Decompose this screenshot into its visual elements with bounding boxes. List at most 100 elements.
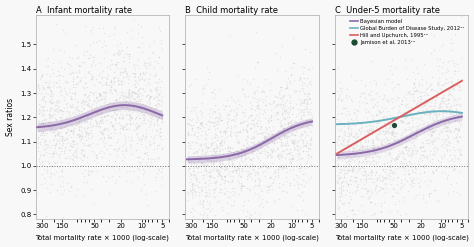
Point <box>37 91 45 95</box>
Point <box>278 149 286 153</box>
Point <box>114 146 122 150</box>
Point <box>303 102 310 106</box>
Point <box>410 161 418 165</box>
Point <box>414 124 421 128</box>
Point <box>340 168 347 172</box>
Point <box>54 188 61 192</box>
Point <box>422 98 429 102</box>
Point <box>68 111 76 115</box>
Point <box>334 155 341 159</box>
Point <box>296 194 304 198</box>
Point <box>303 94 310 98</box>
Point <box>132 127 139 131</box>
Point <box>337 181 345 185</box>
Point <box>228 118 235 122</box>
Point <box>34 191 42 195</box>
Point <box>233 140 241 144</box>
Point <box>353 188 361 192</box>
Point <box>107 114 115 118</box>
Point <box>254 103 262 107</box>
Point <box>130 75 137 79</box>
Point <box>219 152 227 156</box>
Point <box>405 108 412 112</box>
Point <box>409 170 417 174</box>
Point <box>206 200 214 204</box>
Point <box>92 121 100 125</box>
Point <box>229 118 237 122</box>
Point <box>336 92 343 96</box>
Point <box>401 145 409 149</box>
Point <box>155 143 163 147</box>
Point <box>437 160 444 164</box>
Point <box>199 173 206 177</box>
Point <box>44 120 52 124</box>
Point <box>100 136 108 140</box>
Point <box>35 82 42 86</box>
Point <box>456 192 464 196</box>
Point <box>252 30 260 34</box>
Point <box>381 124 389 128</box>
Point <box>215 190 223 194</box>
Point <box>82 138 89 142</box>
Point <box>334 127 342 131</box>
Point <box>55 155 63 159</box>
Point <box>435 106 443 110</box>
Point <box>202 190 210 194</box>
Point <box>111 88 118 92</box>
Point <box>403 114 410 118</box>
Point <box>237 175 245 179</box>
Point <box>404 189 411 193</box>
Point <box>156 126 164 130</box>
Point <box>56 73 64 77</box>
Point <box>206 174 214 178</box>
Point <box>150 74 158 78</box>
Point <box>299 86 307 90</box>
Point <box>295 166 303 170</box>
Point <box>307 154 315 158</box>
Point <box>76 109 83 113</box>
Point <box>199 204 207 207</box>
Point <box>278 163 285 167</box>
Point <box>42 150 49 154</box>
Point <box>420 111 428 115</box>
Point <box>227 126 235 130</box>
Point <box>277 140 285 144</box>
Point <box>205 111 213 115</box>
Point <box>371 188 379 192</box>
Point <box>197 161 204 165</box>
Point <box>223 98 231 102</box>
Point <box>226 149 233 153</box>
Point <box>351 189 358 193</box>
Point <box>241 148 249 152</box>
Point <box>296 77 304 81</box>
Point <box>230 151 237 155</box>
Point <box>125 56 132 60</box>
Point <box>412 151 419 155</box>
Point <box>255 142 262 146</box>
Point <box>348 208 356 212</box>
Point <box>281 133 288 137</box>
Point <box>64 161 72 165</box>
Point <box>81 180 88 184</box>
Point <box>57 149 64 153</box>
Point <box>450 103 458 107</box>
Point <box>104 133 112 137</box>
Point <box>151 109 159 113</box>
Point <box>47 171 55 175</box>
Point <box>211 195 219 199</box>
Point <box>198 152 206 156</box>
Point <box>390 187 398 191</box>
Point <box>219 208 227 212</box>
Point <box>414 71 422 75</box>
Point <box>280 131 288 135</box>
Point <box>300 129 308 133</box>
Point <box>66 114 74 118</box>
Point <box>217 173 224 177</box>
Point <box>90 202 98 206</box>
Point <box>288 133 296 137</box>
Point <box>400 129 408 133</box>
Point <box>295 144 303 148</box>
Point <box>382 181 389 185</box>
Point <box>131 66 139 70</box>
Point <box>392 155 400 159</box>
